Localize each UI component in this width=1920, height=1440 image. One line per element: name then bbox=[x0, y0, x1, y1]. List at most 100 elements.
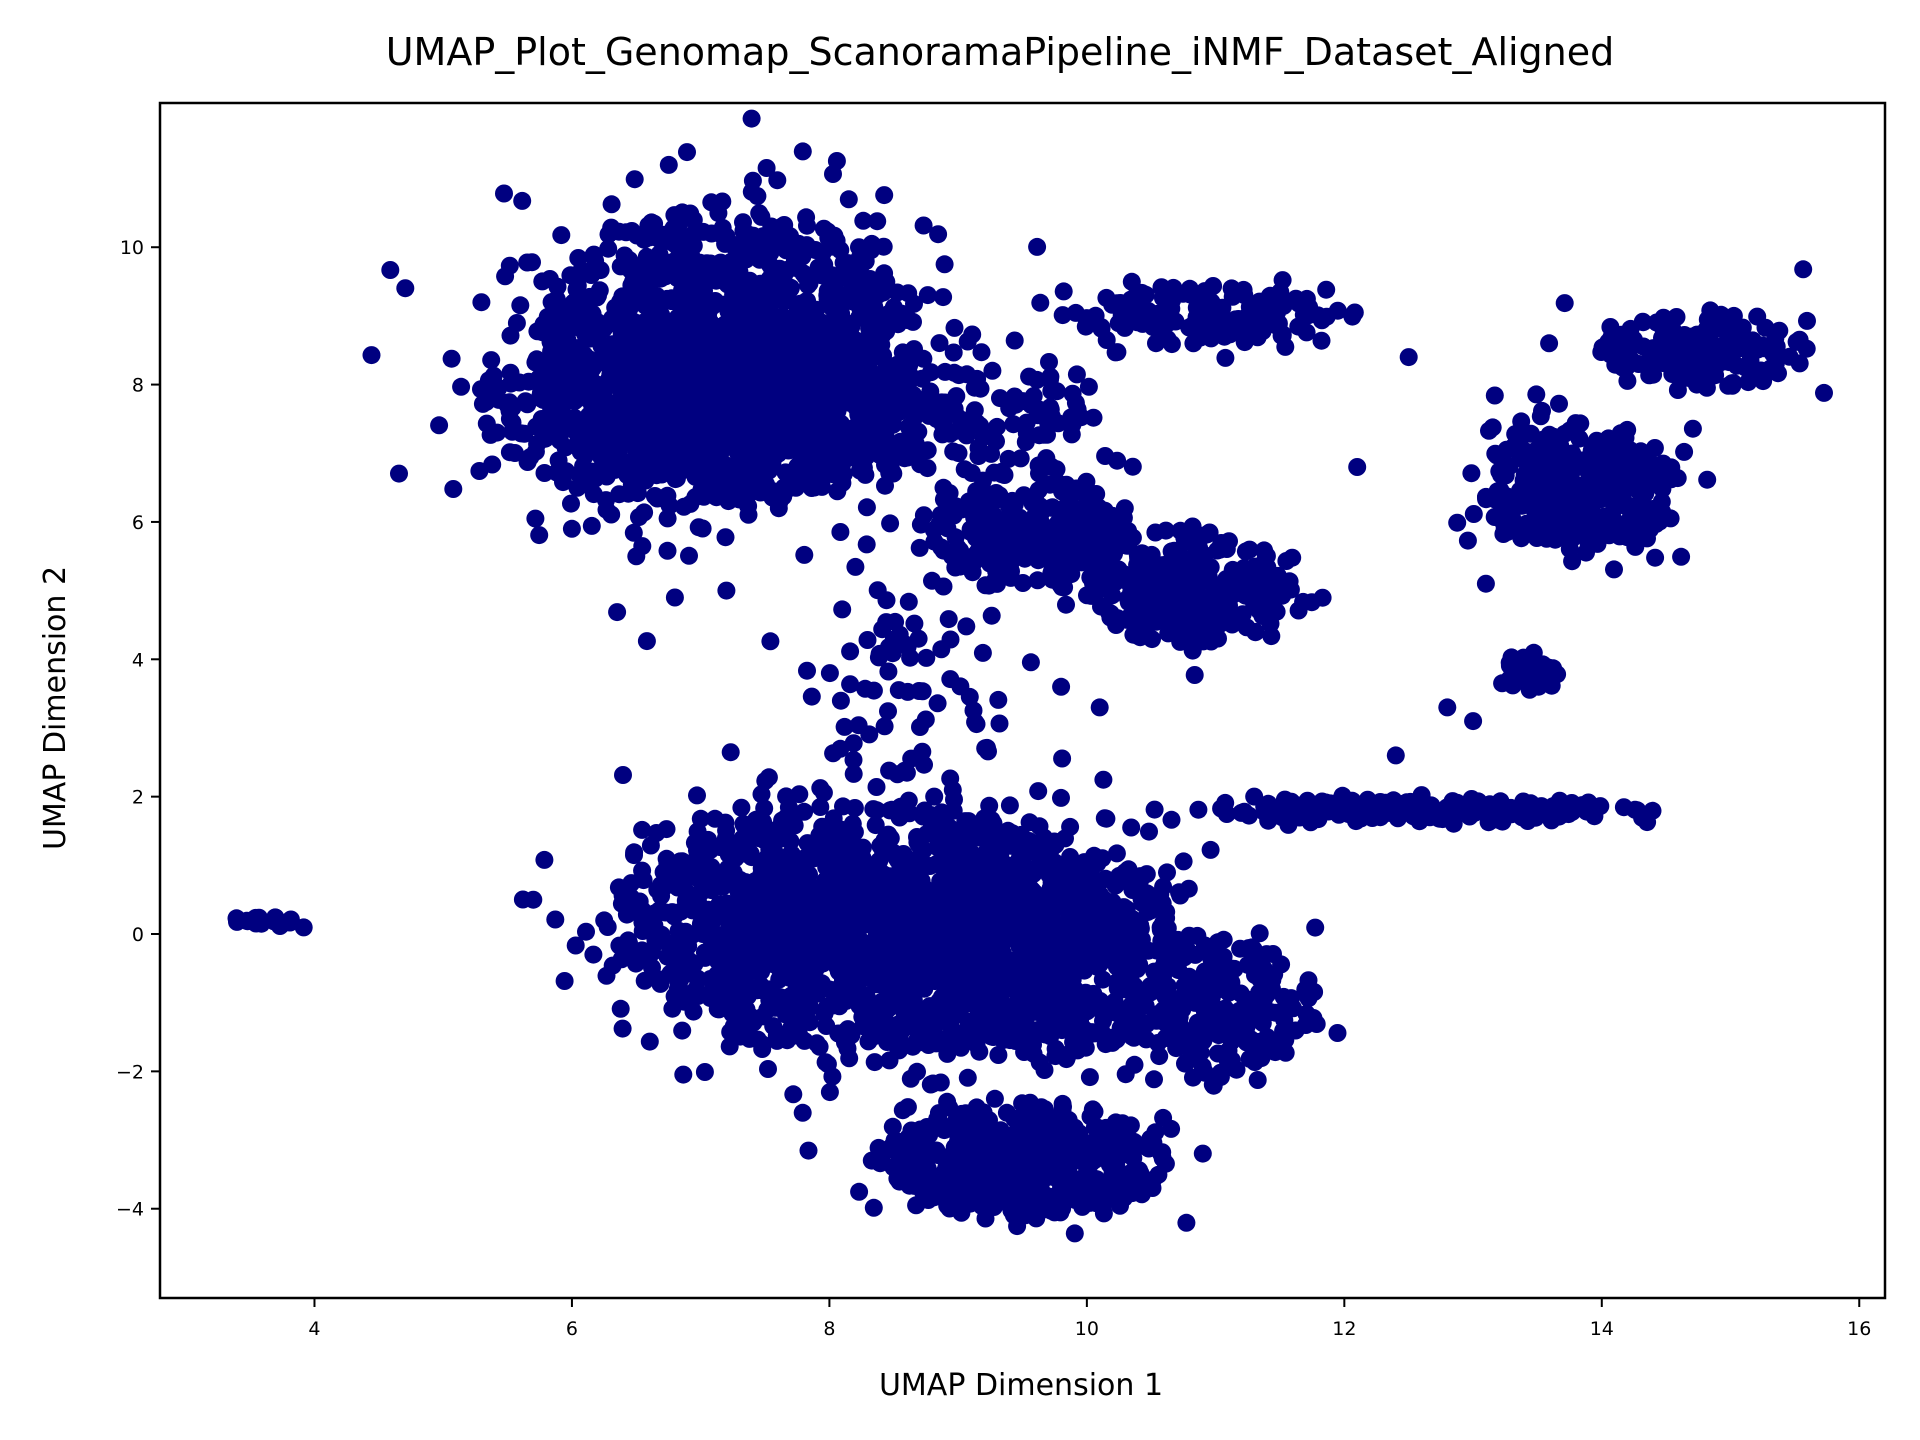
scatter-point bbox=[840, 943, 859, 962]
scatter-point bbox=[647, 824, 666, 842]
scatter-point bbox=[564, 293, 583, 312]
scatter-point bbox=[987, 484, 1006, 502]
scatter-point bbox=[1053, 749, 1072, 768]
scatter-point bbox=[636, 457, 655, 476]
scatter-point bbox=[861, 270, 879, 288]
scatter-point bbox=[1815, 383, 1833, 402]
scatter-point bbox=[908, 833, 927, 852]
scatter-point bbox=[971, 510, 990, 529]
scatter-point bbox=[899, 791, 918, 810]
scatter-point bbox=[1123, 457, 1142, 476]
scatter-point bbox=[798, 387, 817, 406]
scatter-point bbox=[666, 416, 685, 435]
scatter-point bbox=[1260, 287, 1279, 306]
scatter-point bbox=[793, 142, 812, 161]
scatter-point bbox=[1583, 518, 1602, 537]
scatter-point bbox=[610, 309, 629, 327]
scatter-point bbox=[684, 225, 703, 244]
scatter-point bbox=[702, 881, 721, 900]
scatter-point bbox=[904, 385, 923, 404]
scatter-point bbox=[761, 428, 780, 447]
scatter-point bbox=[944, 442, 963, 461]
scatter-point bbox=[857, 498, 876, 517]
scatter-point bbox=[595, 911, 614, 930]
scatter-point bbox=[831, 827, 850, 845]
scatter-point bbox=[635, 503, 654, 522]
scatter-point bbox=[472, 293, 491, 312]
scatter-point bbox=[785, 924, 804, 943]
scatter-point bbox=[1276, 337, 1295, 356]
scatter-point bbox=[1162, 810, 1181, 829]
scatter-point bbox=[694, 925, 712, 943]
scatter-point bbox=[702, 344, 721, 363]
scatter-point bbox=[715, 409, 734, 428]
scatter-point bbox=[741, 226, 760, 245]
scatter-point bbox=[735, 837, 754, 856]
scatter-point bbox=[1220, 532, 1238, 551]
scatter-point bbox=[692, 362, 710, 380]
scatter-point bbox=[580, 287, 599, 306]
scatter-point bbox=[481, 425, 500, 444]
scatter-point bbox=[823, 1067, 842, 1086]
scatter-point bbox=[1081, 568, 1100, 587]
scatter-point bbox=[555, 972, 574, 990]
scatter-point bbox=[1031, 513, 1050, 531]
scatter-point bbox=[760, 891, 779, 910]
scatter-point bbox=[713, 192, 732, 211]
scatter-point bbox=[1042, 407, 1061, 426]
scatter-point bbox=[1766, 354, 1785, 373]
scatter-point bbox=[934, 852, 953, 870]
scatter-point bbox=[1060, 480, 1079, 499]
scatter-point bbox=[1312, 331, 1331, 350]
scatter-point bbox=[1268, 303, 1287, 322]
scatter-point bbox=[758, 347, 777, 366]
scatter-point bbox=[736, 464, 755, 483]
scatter-point bbox=[1106, 568, 1125, 587]
scatter-point bbox=[1579, 535, 1598, 554]
scatter-point bbox=[756, 296, 775, 315]
scatter-point bbox=[616, 356, 634, 375]
scatter-point bbox=[614, 766, 632, 784]
scatter-point bbox=[638, 365, 657, 384]
scatter-point bbox=[1755, 339, 1774, 358]
scatter-point bbox=[1159, 624, 1178, 643]
scatter-point bbox=[1289, 317, 1308, 336]
scatter-point bbox=[650, 443, 669, 462]
scatter-point bbox=[575, 345, 594, 364]
scatter-point bbox=[968, 414, 986, 432]
scatter-point bbox=[1024, 387, 1043, 406]
scatter-point bbox=[1790, 354, 1809, 373]
scatter-point bbox=[755, 799, 774, 818]
scatter-point bbox=[674, 497, 693, 516]
scatter-point bbox=[683, 421, 702, 439]
scatter-point bbox=[640, 346, 659, 365]
scatter-point bbox=[512, 424, 531, 443]
scatter-point bbox=[678, 143, 696, 162]
scatter-point bbox=[1483, 418, 1502, 437]
scatter-point bbox=[659, 155, 678, 174]
scatter-point bbox=[430, 416, 449, 435]
scatter-point bbox=[875, 186, 894, 205]
scatter-point bbox=[637, 632, 656, 651]
scatter-point bbox=[671, 852, 690, 871]
scatter-point bbox=[1458, 531, 1477, 550]
scatter-point bbox=[673, 281, 692, 300]
scatter-point bbox=[693, 519, 712, 538]
scatter-point bbox=[1561, 517, 1580, 536]
scatter-point bbox=[1194, 632, 1213, 651]
scatter-point bbox=[1062, 425, 1081, 444]
scatter-point bbox=[664, 454, 683, 473]
scatter-point bbox=[602, 195, 621, 214]
scatter-point bbox=[1313, 588, 1332, 607]
scatter-point bbox=[635, 944, 654, 963]
scatter-point bbox=[1106, 343, 1125, 362]
scatter-point bbox=[1638, 529, 1656, 548]
scatter-point bbox=[511, 296, 530, 315]
scatter-point bbox=[1082, 586, 1101, 605]
scatter-point bbox=[728, 305, 747, 324]
scatter-point bbox=[703, 297, 722, 315]
scatter-point bbox=[934, 288, 953, 307]
scatter-point bbox=[935, 255, 954, 274]
scatter-point bbox=[1718, 350, 1737, 369]
scatter-point bbox=[750, 392, 769, 411]
